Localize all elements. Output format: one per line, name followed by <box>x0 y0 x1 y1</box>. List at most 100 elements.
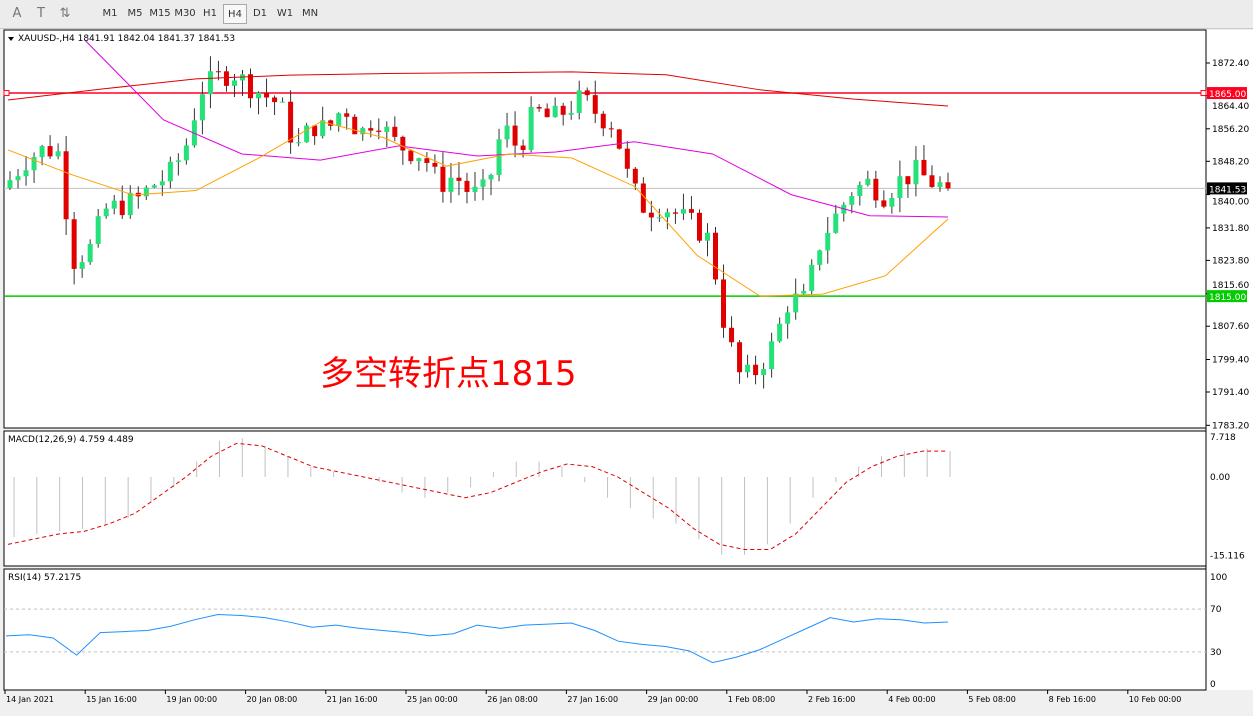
timeframe-m1[interactable]: M1 <box>102 8 118 19</box>
candle-body <box>256 92 262 99</box>
candle-body <box>376 130 382 132</box>
level-tag <box>1207 87 1247 100</box>
time-label: 20 Jan 08:00 <box>247 695 298 704</box>
candle-body <box>288 101 294 143</box>
candle-body <box>536 107 542 109</box>
chart-header: XAUUSD-,H4 1841.91 1842.04 1841.37 1841.… <box>18 34 235 44</box>
candle-body <box>320 120 326 137</box>
candle-body <box>480 179 486 187</box>
candle-body <box>368 128 374 131</box>
candle-body <box>913 159 919 185</box>
current-price-tag <box>1207 182 1247 195</box>
timeframe-h1[interactable]: H1 <box>203 8 217 19</box>
time-label: 8 Feb 16:00 <box>1049 695 1096 704</box>
candle-body <box>199 94 205 121</box>
rsi-axis-label: 0 <box>1210 680 1216 690</box>
toolbar: A T ⇅ M1 M5 M15 M30 H1 H4 D1 W1 MN <box>0 0 1253 29</box>
candle-body <box>55 151 61 157</box>
candle-body <box>777 323 783 342</box>
candle-body <box>312 125 318 137</box>
macd-axis-label: 7.718 <box>1210 433 1236 443</box>
time-label: 1 Feb 08:00 <box>728 695 775 704</box>
macd-axis-label: -15.116 <box>1210 551 1245 561</box>
candle-body <box>905 176 911 185</box>
rsi-axis-label: 70 <box>1210 605 1222 615</box>
candle-body <box>71 219 77 269</box>
chart-tabs-bar <box>0 708 1253 716</box>
candle-body <box>504 125 510 140</box>
tool-1[interactable]: T <box>37 6 45 21</box>
price-label: 1848.20 <box>1212 157 1249 167</box>
main-pane <box>3 29 1207 429</box>
candle-body <box>656 217 662 219</box>
candle-body <box>608 128 614 130</box>
candle-body <box>769 341 775 370</box>
timeframe-m30[interactable]: M30 <box>174 8 196 19</box>
timeframe-mn[interactable]: MN <box>301 8 319 19</box>
candle-body <box>945 182 951 189</box>
price-label: 1840.00 <box>1212 197 1249 207</box>
time-label: 26 Jan 08:00 <box>487 695 538 704</box>
candle-body <box>296 142 302 144</box>
time-label: 4 Feb 00:00 <box>888 695 935 704</box>
candle-body <box>873 178 879 201</box>
macd-pane <box>3 430 1207 567</box>
candle-body <box>79 262 85 269</box>
current-price-label: 1841.53 <box>1209 185 1246 195</box>
candle-body <box>103 208 109 217</box>
candle-body <box>680 209 686 214</box>
candle-body <box>352 116 358 135</box>
macd-axis-label: 0.00 <box>1210 473 1230 483</box>
candle-body <box>793 293 799 313</box>
candle-body <box>817 250 823 265</box>
time-label: 2 Feb 16:00 <box>808 695 855 704</box>
candle-body <box>921 159 927 176</box>
candle-body <box>440 166 446 192</box>
moving-average-fast <box>7 120 949 297</box>
time-label: 25 Jan 00:00 <box>407 695 458 704</box>
candle-body <box>929 175 935 187</box>
candle-body <box>424 158 430 163</box>
price-label: 1823.80 <box>1212 256 1249 266</box>
candle-body <box>737 342 743 373</box>
timeframe-h4[interactable]: H4 <box>223 4 247 24</box>
tool-2[interactable]: ⇅ <box>59 6 71 21</box>
chart-annotation-text: 多空转折点1815 <box>320 354 577 394</box>
rsi-axis-label: 30 <box>1210 648 1222 658</box>
candle-body <box>552 105 558 118</box>
candle-body <box>207 71 213 95</box>
candle-body <box>416 158 422 162</box>
candle-body <box>15 176 21 181</box>
candle-body <box>143 187 149 197</box>
time-label: 5 Feb 08:00 <box>968 695 1015 704</box>
chart-window[interactable]: 1872.40 1864.40 1856.20 1848.20 1840.00 1831.… <box>0 28 1253 708</box>
candle-body <box>785 312 791 324</box>
timeframe-w1[interactable]: W1 <box>276 8 294 19</box>
line-handle <box>1200 90 1207 97</box>
candle-body <box>223 71 229 86</box>
tool-0[interactable]: A <box>12 6 22 21</box>
candle-body <box>47 146 53 157</box>
candle-body <box>248 74 254 99</box>
time-label: 14 Jan 2021 <box>6 695 54 704</box>
candle-body <box>111 200 117 209</box>
candle-body <box>360 128 366 135</box>
candle-body <box>280 101 286 103</box>
level-tag <box>1207 290 1247 303</box>
level-label: 1865.00 <box>1209 90 1246 100</box>
price-label: 1831.80 <box>1212 224 1249 234</box>
candle-body <box>448 177 454 192</box>
timeframe-m5[interactable]: M5 <box>127 8 143 19</box>
candle-body <box>833 213 839 233</box>
timeframe-m15[interactable]: M15 <box>149 8 171 19</box>
line-handle <box>3 90 10 97</box>
price-label: 1856.20 <box>1212 125 1249 135</box>
candle-body <box>801 290 807 294</box>
time-label: 27 Jan 16:00 <box>567 695 618 704</box>
candle-body <box>576 90 582 113</box>
timeframe-d1[interactable]: D1 <box>252 8 268 19</box>
candle-body <box>488 174 494 180</box>
candle-body <box>392 126 398 137</box>
candle-body <box>528 107 534 150</box>
candle-body <box>584 90 590 96</box>
